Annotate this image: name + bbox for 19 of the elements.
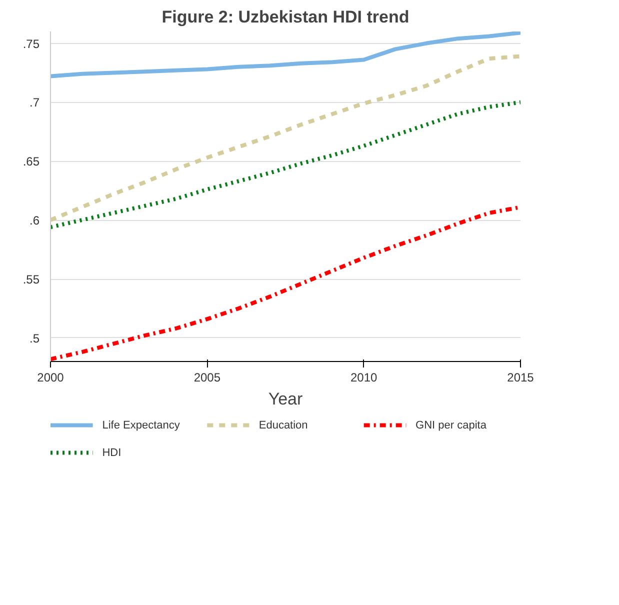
y-tick-label: .75 <box>22 36 40 51</box>
x-tick-label: 2015 <box>507 370 534 384</box>
legend-label: GNI per capita <box>416 419 488 432</box>
x-tick-label: 2005 <box>194 370 221 384</box>
chart-title: Figure 2: Uzbekistan HDI trend <box>162 8 410 26</box>
x-tick-label: 2010 <box>350 370 378 384</box>
legend-label: Education <box>258 419 308 432</box>
y-tick-label: .6 <box>29 214 40 228</box>
legend-label: Life Expectancy <box>102 419 180 432</box>
line-series <box>50 100 520 230</box>
x-axis-title: Year <box>268 390 304 408</box>
line-series <box>50 32 520 78</box>
y-tick-label: .5 <box>29 331 40 346</box>
line-series <box>50 54 520 222</box>
y-tick-label: .7 <box>29 96 40 110</box>
y-tick-label: .55 <box>22 272 40 286</box>
x-tick-label: 2000 <box>37 370 64 384</box>
legend-label: HDI <box>102 446 122 459</box>
y-tick-label: .65 <box>22 154 40 169</box>
